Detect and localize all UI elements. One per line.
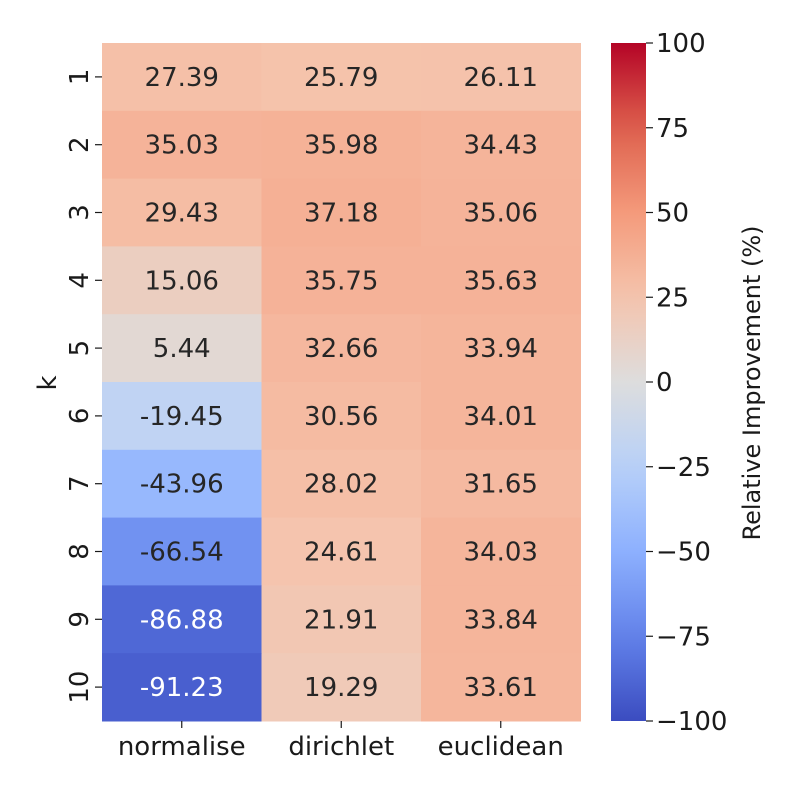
- y-tick-label: 10: [65, 671, 95, 704]
- cell-value-label: -43.96: [140, 470, 224, 500]
- y-tick-label: 5: [65, 340, 95, 357]
- heatmap-cell: [261, 585, 422, 654]
- y-tick-label: 6: [65, 408, 95, 425]
- cell-value-label: 15.06: [145, 266, 219, 296]
- cell-value-label: 24.61: [304, 538, 378, 568]
- y-tick-label: 4: [65, 272, 95, 289]
- cell-value-label: 33.61: [464, 673, 538, 703]
- cell-value-label: 35.63: [464, 266, 538, 296]
- heatmap-cell: [102, 517, 262, 586]
- cell-value-label: 33.84: [464, 605, 538, 635]
- x-axis: normalise dirichlet euclidean: [118, 721, 564, 762]
- y-axis-label: k: [33, 375, 63, 390]
- colorbar-tick-label: 75: [656, 114, 689, 144]
- cell-value-label: 19.29: [304, 673, 378, 703]
- cell-value-label: 28.02: [304, 470, 378, 500]
- y-tick-label: 7: [65, 475, 95, 492]
- colorbar-tick-label: −75: [656, 622, 711, 652]
- cell-value-label: 34.43: [464, 131, 538, 161]
- cell-value-label: -66.54: [140, 538, 224, 568]
- y-axis: 1 2 3 4 5 6 7 8 9 10: [65, 69, 102, 704]
- y-tick-label: 8: [65, 543, 95, 560]
- heatmap-cell: [102, 449, 262, 519]
- y-tick-label: 2: [65, 136, 95, 153]
- cell-value-label: 37.18: [304, 199, 378, 229]
- heatmap-grid: 27.39 25.79 26.11 35.03 35.98 34.43 29.43 37.18…: [102, 43, 581, 722]
- x-tick-label: normalise: [118, 732, 246, 762]
- heatmap-cell: [102, 246, 262, 315]
- cell-value-label: 32.66: [304, 334, 378, 364]
- colorbar-tick-label: −50: [656, 538, 711, 568]
- heatmap-cell: [102, 382, 262, 451]
- heatmap-cell: [421, 449, 581, 519]
- cell-value-label: -91.23: [140, 673, 224, 703]
- colorbar-ticks: 100 75 50 25 0 −25 −50 −75 −100: [646, 29, 727, 737]
- y-tick-label: 3: [65, 204, 95, 221]
- cell-value-label: 5.44: [153, 334, 211, 364]
- cell-value-label: 21.91: [304, 605, 378, 635]
- cell-value-label: -86.88: [140, 605, 224, 635]
- heatmap-cell: [102, 314, 262, 383]
- cell-value-label: 35.98: [304, 131, 378, 161]
- heatmap-cell: [261, 178, 422, 247]
- heatmap-cell: [261, 517, 422, 586]
- cell-value-label: 25.79: [304, 63, 378, 93]
- heatmap-cell: [421, 110, 581, 180]
- heatmap-cell: [421, 517, 581, 586]
- heatmap-cell: [421, 246, 581, 315]
- cell-value-label: 34.03: [464, 538, 538, 568]
- heatmap-cell: [102, 178, 262, 247]
- cell-value-label: 30.56: [304, 402, 378, 432]
- colorbar-tick-label: 0: [656, 368, 673, 398]
- cell-value-label: 31.65: [464, 470, 538, 500]
- y-tick-label: 9: [65, 611, 95, 628]
- heatmap-cell: [102, 585, 262, 654]
- colorbar-tick-label: −25: [656, 453, 711, 483]
- heatmap-cell: [261, 382, 422, 451]
- colorbar-tick-label: 100: [656, 29, 706, 59]
- heatmap-cell: [261, 314, 422, 383]
- colorbar-tick-label: 50: [656, 199, 689, 229]
- colorbar-gradient: [611, 43, 646, 721]
- heatmap-cell: [261, 653, 422, 722]
- cell-value-label: 26.11: [464, 63, 538, 93]
- heatmap-cell: [261, 449, 422, 519]
- cell-value-label: 34.01: [464, 402, 538, 432]
- heatmap-cell: [102, 653, 262, 722]
- x-tick-label: euclidean: [438, 732, 564, 762]
- heatmap-cell: [261, 246, 422, 315]
- colorbar-tick-label: −100: [656, 707, 727, 737]
- heatmap-cell: [421, 43, 581, 112]
- cell-value-label: 35.03: [145, 131, 219, 161]
- heatmap-cell: [421, 585, 581, 654]
- heatmap-cell: [421, 653, 581, 722]
- heatmap-cell: [102, 43, 262, 112]
- cell-value-label: 35.06: [464, 199, 538, 229]
- cell-value-label: 27.39: [145, 63, 219, 93]
- heatmap-cell: [261, 43, 422, 112]
- x-tick-label: dirichlet: [288, 732, 394, 762]
- colorbar: 100 75 50 25 0 −25 −50 −75 −100 Relative Improve…: [611, 29, 766, 737]
- heatmap-cell: [261, 110, 422, 180]
- heatmap-cell: [421, 382, 581, 451]
- heatmap-cell: [421, 178, 581, 247]
- cell-value-label: -19.45: [140, 402, 224, 432]
- colorbar-tick-label: 25: [656, 283, 689, 313]
- heatmap-cell: [102, 110, 262, 180]
- cell-value-label: 29.43: [145, 199, 219, 229]
- heatmap-cell: [421, 314, 581, 383]
- y-tick-label: 1: [65, 69, 95, 86]
- cell-value-label: 33.94: [464, 334, 538, 364]
- cell-value-label: 35.75: [304, 266, 378, 296]
- colorbar-label: Relative Improvement (%): [738, 225, 766, 540]
